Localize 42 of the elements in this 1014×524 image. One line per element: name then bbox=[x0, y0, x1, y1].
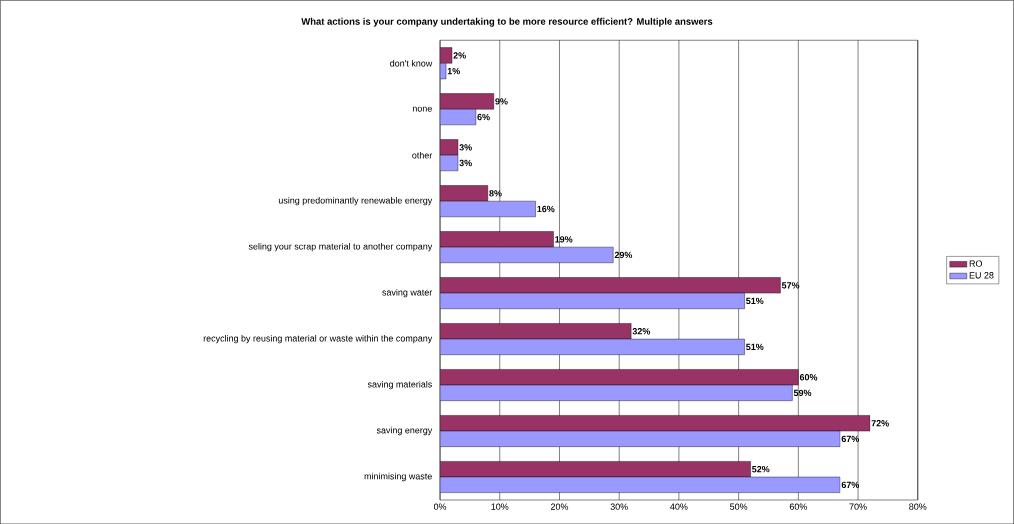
x-tick-label: 10% bbox=[491, 503, 509, 510]
y-tick-label: saving water bbox=[382, 288, 433, 298]
y-tick-label: using predominantly renewable energy bbox=[278, 196, 433, 206]
data-label: 57% bbox=[781, 282, 800, 289]
y-tick-label: saving materials bbox=[367, 380, 432, 390]
y-tick-label: recycling by reusing material or waste within the company bbox=[203, 334, 433, 344]
data-label: 51% bbox=[746, 343, 764, 350]
data-label: 32% bbox=[632, 327, 651, 335]
x-tick-label: 30% bbox=[610, 503, 628, 510]
y-tick-label: minimising waste bbox=[364, 472, 432, 482]
x-tick-label: 80% bbox=[909, 503, 927, 510]
x-tick-label: 50% bbox=[730, 503, 748, 510]
data-label: 2% bbox=[453, 52, 466, 59]
data-label: 67% bbox=[841, 435, 860, 442]
y-tick-label: none bbox=[412, 106, 432, 112]
y-tick-label: seling your scrap material to another company bbox=[248, 242, 433, 252]
x-tick-label: 70% bbox=[849, 503, 867, 510]
data-label: 72% bbox=[871, 419, 889, 427]
y-tick-label: other bbox=[412, 151, 433, 159]
legend-label: EU 28 bbox=[969, 271, 994, 279]
legend-label: RO bbox=[969, 260, 983, 267]
data-label: 1% bbox=[447, 67, 460, 75]
y-tick-label: saving energy bbox=[376, 426, 433, 436]
x-tick-label: 20% bbox=[550, 503, 569, 510]
data-label: 3% bbox=[459, 159, 472, 167]
data-label: 67% bbox=[841, 481, 860, 488]
data-label: 16% bbox=[537, 205, 555, 213]
data-label: 19% bbox=[555, 236, 573, 243]
data-label: 52% bbox=[752, 465, 770, 473]
data-label: 8% bbox=[489, 190, 502, 197]
data-label: 51% bbox=[746, 297, 764, 304]
y-tick-label: don't know bbox=[390, 59, 433, 67]
data-label: 60% bbox=[799, 373, 818, 381]
x-tick-label: 60% bbox=[789, 503, 807, 510]
x-tick-label: 40% bbox=[670, 503, 688, 510]
chart-title: What actions is your company undertaking to be more resource efficient? Multiple answers bbox=[301, 17, 713, 27]
data-label: 29% bbox=[614, 251, 633, 258]
data-label: 59% bbox=[793, 389, 812, 396]
data-label: 6% bbox=[477, 113, 490, 121]
data-label: 9% bbox=[495, 98, 508, 105]
data-label: 3% bbox=[459, 144, 472, 151]
x-tick-label: 0% bbox=[433, 503, 447, 510]
